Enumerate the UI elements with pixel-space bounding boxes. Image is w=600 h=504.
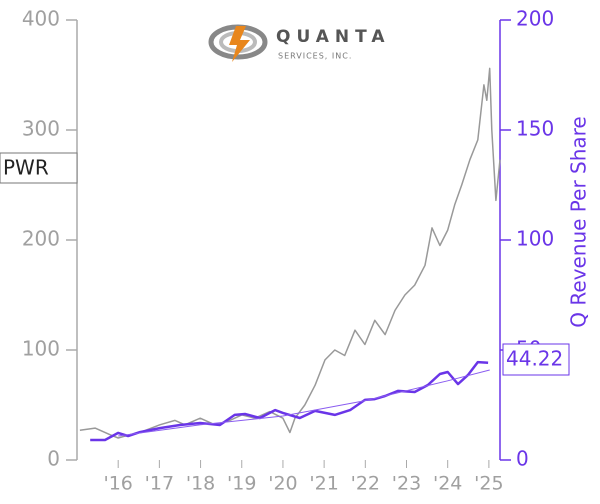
x-tick-label: '25 (474, 473, 503, 495)
plot: 0100200300400050100150200'16'17'18'19'20… (22, 7, 554, 495)
series-line (118, 369, 490, 437)
y-tick-label: 100 (22, 337, 60, 361)
x-tick-label: '22 (351, 473, 380, 495)
x-tick-label: '23 (392, 473, 421, 495)
last-value-label: 44.22 (506, 347, 563, 371)
x-tick-label: '17 (145, 473, 174, 495)
x-tick-label: '24 (433, 473, 462, 495)
y-tick-label: 0 (47, 447, 60, 471)
ticker-label: PWR (3, 156, 49, 180)
x-tick-label: '20 (268, 473, 297, 495)
logo-subtitle: SERVICES, INC. (278, 52, 352, 61)
y-tick-label: 400 (22, 7, 60, 31)
ticker-box (0, 152, 78, 184)
logo-bolt (229, 26, 250, 62)
labels: PWR 44.22 (0, 152, 570, 376)
series-line (79, 67, 501, 439)
x-tick-label: '16 (103, 473, 132, 495)
x-tick-label: '18 (186, 473, 215, 495)
x-tick-label: '21 (309, 473, 338, 495)
series-line (90, 360, 489, 442)
y2-tick-label: 150 (516, 117, 554, 141)
y2-tick-label: 100 (516, 227, 554, 251)
y-tick-label: 300 (22, 117, 60, 141)
logo-name: QUANTA (276, 27, 391, 47)
y2-tick-label: 200 (516, 7, 554, 31)
y2-axis-label: Q Revenue Per Share (567, 116, 591, 328)
last-value-box (502, 343, 570, 376)
x-tick-label: '19 (227, 473, 256, 495)
y-tick-label: 200 (22, 227, 60, 251)
logo: QUANTA SERVICES, INC. (208, 24, 391, 62)
y2-tick-label: 0 (516, 447, 529, 471)
